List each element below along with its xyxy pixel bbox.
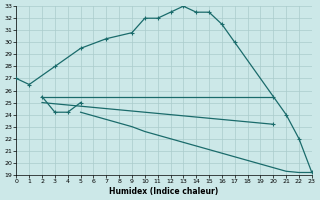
X-axis label: Humidex (Indice chaleur): Humidex (Indice chaleur) (109, 187, 219, 196)
